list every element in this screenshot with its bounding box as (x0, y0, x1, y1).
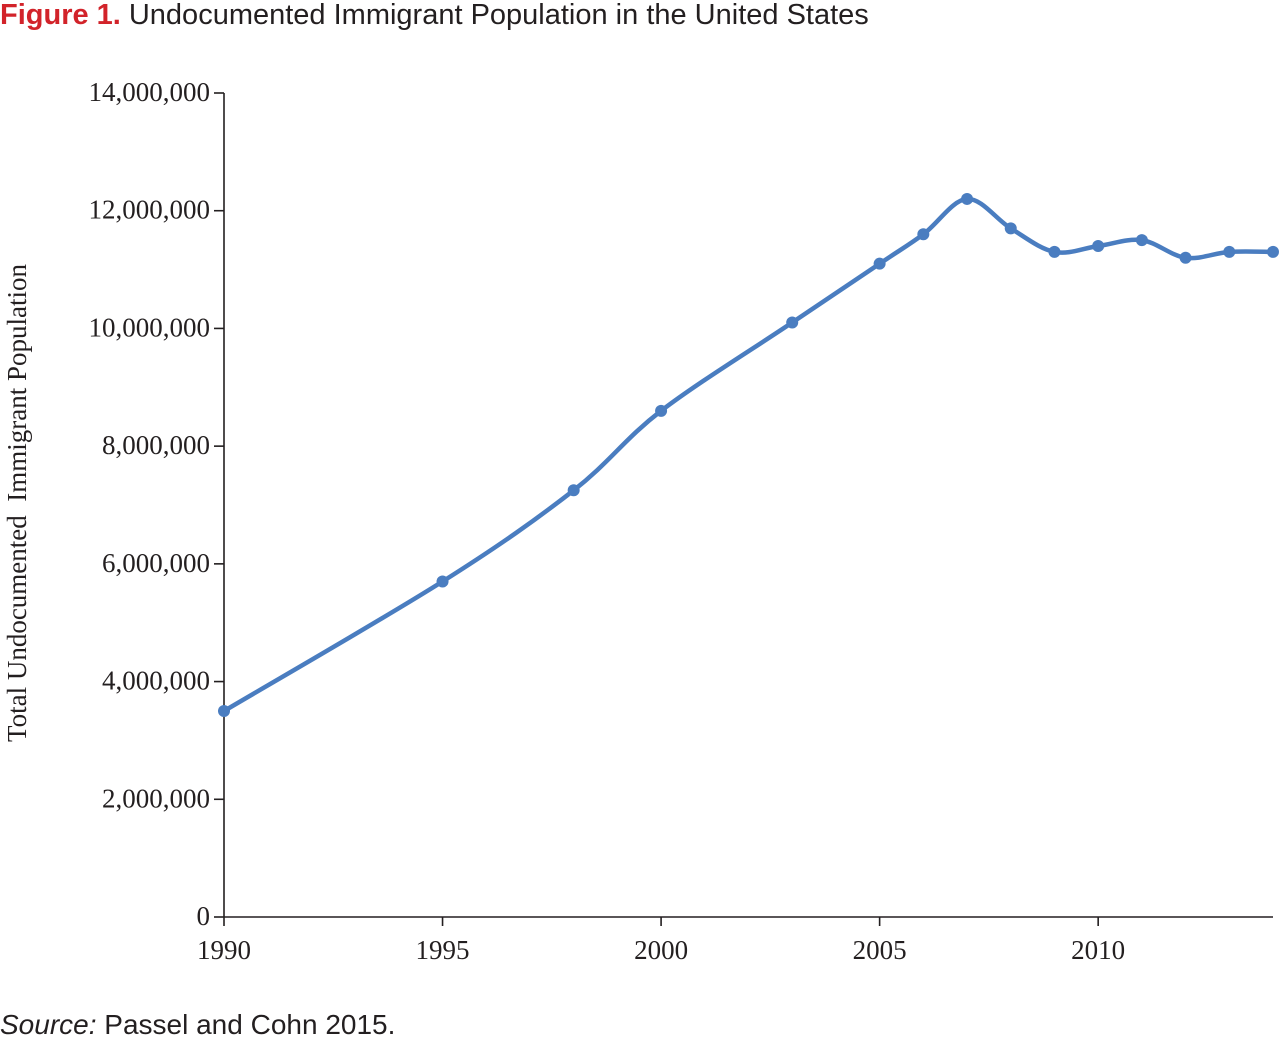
x-tick-label: 2000 (634, 935, 688, 965)
data-point (786, 316, 799, 329)
y-tick-label: 6,000,000 (102, 548, 210, 578)
data-point (655, 404, 668, 417)
y-tick-label: 12,000,000 (89, 195, 211, 225)
data-point (567, 484, 580, 497)
y-tick-label: 8,000,000 (102, 430, 210, 460)
x-tick-label: 2010 (1071, 935, 1125, 965)
data-point (1092, 240, 1105, 253)
data-point (436, 575, 449, 588)
figure-header: Figure 1. Undocumented Immigrant Populati… (0, 0, 869, 32)
source-label: Source: (0, 1009, 97, 1040)
figure-label: Figure 1. (0, 0, 121, 31)
data-point (1004, 222, 1017, 235)
data-point (1179, 251, 1192, 264)
x-tick-label: 1990 (197, 935, 251, 965)
x-tick-label: 2005 (853, 935, 907, 965)
data-point (873, 257, 886, 270)
y-axis-title: Total Undocumented Immigrant Population (2, 263, 32, 742)
y-tick-label: 2,000,000 (102, 783, 210, 813)
y-tick-label: 14,000,000 (89, 77, 211, 107)
figure-title: Undocumented Immigrant Population in the… (128, 0, 869, 31)
data-point (1267, 245, 1279, 258)
series-line (221, 196, 1276, 714)
data-point (1048, 245, 1061, 258)
data-point (218, 705, 230, 717)
data-point (917, 228, 930, 241)
source-text: Passel and Cohn 2015. (96, 1009, 396, 1040)
y-tick-label: 4,000,000 (102, 666, 210, 696)
x-tick-label: 1995 (416, 935, 470, 965)
data-point (961, 192, 974, 205)
y-tick-label: 0 (197, 901, 211, 931)
series-line-group (221, 196, 1276, 714)
y-tick-label: 10,000,000 (89, 312, 211, 342)
source-note: Source: Passel and Cohn 2015. (0, 1008, 395, 1042)
axes: 0 2,000,000 4,000,000 6,000,000 8,000,000 10,… (89, 77, 1273, 965)
data-point (1135, 234, 1148, 247)
data-point (1223, 245, 1236, 258)
data-points (218, 192, 1279, 717)
